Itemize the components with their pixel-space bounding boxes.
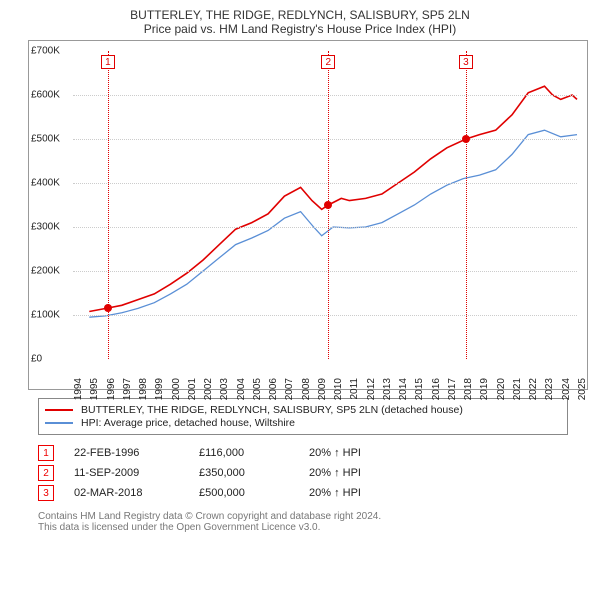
gridline-h bbox=[73, 183, 577, 184]
x-axis-label: 2001 bbox=[187, 378, 198, 400]
gridline-h bbox=[73, 271, 577, 272]
x-axis-label: 2008 bbox=[301, 378, 312, 400]
legend-box: BUTTERLEY, THE RIDGE, REDLYNCH, SALISBUR… bbox=[38, 398, 568, 435]
y-axis-label: £300K bbox=[31, 222, 60, 233]
x-axis-label: 2015 bbox=[414, 378, 425, 400]
x-axis-label: 2000 bbox=[171, 378, 182, 400]
x-axis-label: 2004 bbox=[236, 378, 247, 400]
event-delta: 20% ↑ HPI bbox=[309, 447, 361, 459]
x-axis-label: 2017 bbox=[447, 378, 458, 400]
marker-dot bbox=[324, 201, 332, 209]
x-axis-label: 2003 bbox=[219, 378, 230, 400]
y-axis-label: £0 bbox=[31, 354, 42, 365]
chart-container: BUTTERLEY, THE RIDGE, REDLYNCH, SALISBUR… bbox=[0, 0, 600, 590]
x-axis-label: 2007 bbox=[284, 378, 295, 400]
chart-title: BUTTERLEY, THE RIDGE, REDLYNCH, SALISBUR… bbox=[10, 8, 590, 22]
x-axis-label: 2021 bbox=[512, 378, 523, 400]
x-axis-label: 1995 bbox=[89, 378, 100, 400]
legend-label: BUTTERLEY, THE RIDGE, REDLYNCH, SALISBUR… bbox=[81, 404, 463, 416]
x-axis-label: 2006 bbox=[268, 378, 279, 400]
x-axis-label: 2018 bbox=[463, 378, 474, 400]
x-axis-label: 2024 bbox=[561, 378, 572, 400]
x-axis-label: 2005 bbox=[252, 378, 263, 400]
footer-line-2: This data is licensed under the Open Gov… bbox=[38, 522, 568, 533]
x-axis-label: 2010 bbox=[333, 378, 344, 400]
event-row: 2 11-SEP-2009 £350,000 20% ↑ HPI bbox=[38, 465, 568, 481]
event-row: 3 02-MAR-2018 £500,000 20% ↑ HPI bbox=[38, 485, 568, 501]
y-axis-label: £600K bbox=[31, 90, 60, 101]
marker-badge: 2 bbox=[321, 55, 335, 69]
event-date: 22-FEB-1996 bbox=[74, 447, 179, 459]
y-axis-label: £500K bbox=[31, 134, 60, 145]
footer-line-1: Contains HM Land Registry data © Crown c… bbox=[38, 511, 568, 522]
event-price: £500,000 bbox=[199, 487, 289, 499]
x-axis-label: 2002 bbox=[203, 378, 214, 400]
x-axis-label: 2016 bbox=[431, 378, 442, 400]
legend-swatch bbox=[45, 409, 73, 411]
x-axis-label: 2025 bbox=[577, 378, 588, 400]
event-delta: 20% ↑ HPI bbox=[309, 487, 361, 499]
footer-attribution: Contains HM Land Registry data © Crown c… bbox=[38, 511, 568, 533]
event-date: 11-SEP-2009 bbox=[74, 467, 179, 479]
event-badge: 3 bbox=[38, 485, 54, 501]
legend-item: BUTTERLEY, THE RIDGE, REDLYNCH, SALISBUR… bbox=[45, 404, 561, 416]
marker-line bbox=[466, 51, 467, 359]
legend-label: HPI: Average price, detached house, Wilt… bbox=[81, 417, 295, 429]
x-axis-label: 2012 bbox=[366, 378, 377, 400]
x-axis-label: 2019 bbox=[479, 378, 490, 400]
marker-line bbox=[108, 51, 109, 359]
x-axis-label: 2022 bbox=[528, 378, 539, 400]
legend-item: HPI: Average price, detached house, Wilt… bbox=[45, 417, 561, 429]
gridline-h bbox=[73, 139, 577, 140]
event-row: 1 22-FEB-1996 £116,000 20% ↑ HPI bbox=[38, 445, 568, 461]
marker-badge: 3 bbox=[459, 55, 473, 69]
y-axis-label: £400K bbox=[31, 178, 60, 189]
gridline-h bbox=[73, 95, 577, 96]
gridline-h bbox=[73, 315, 577, 316]
y-axis-label: £700K bbox=[31, 46, 60, 57]
x-axis-label: 1996 bbox=[106, 378, 117, 400]
chart-box: £0£100K£200K£300K£400K£500K£600K£700K199… bbox=[28, 40, 588, 390]
chart-subtitle: Price paid vs. HM Land Registry's House … bbox=[10, 22, 590, 36]
x-axis-label: 2020 bbox=[496, 378, 507, 400]
x-axis-label: 1994 bbox=[73, 378, 84, 400]
x-axis-label: 1999 bbox=[154, 378, 165, 400]
x-axis-label: 1998 bbox=[138, 378, 149, 400]
x-axis-label: 2009 bbox=[317, 378, 328, 400]
y-axis-label: £200K bbox=[31, 266, 60, 277]
gridline-h bbox=[73, 227, 577, 228]
events-table: 1 22-FEB-1996 £116,000 20% ↑ HPI 2 11-SEP-200… bbox=[38, 445, 568, 501]
event-price: £350,000 bbox=[199, 467, 289, 479]
legend-swatch bbox=[45, 422, 73, 424]
marker-dot bbox=[104, 304, 112, 312]
marker-dot bbox=[462, 135, 470, 143]
x-axis-label: 2023 bbox=[544, 378, 555, 400]
event-date: 02-MAR-2018 bbox=[74, 487, 179, 499]
event-delta: 20% ↑ HPI bbox=[309, 467, 361, 479]
x-axis-label: 2013 bbox=[382, 378, 393, 400]
y-axis-label: £100K bbox=[31, 310, 60, 321]
x-axis-label: 2014 bbox=[398, 378, 409, 400]
event-badge: 2 bbox=[38, 465, 54, 481]
event-price: £116,000 bbox=[199, 447, 289, 459]
x-axis-label: 1997 bbox=[122, 378, 133, 400]
event-badge: 1 bbox=[38, 445, 54, 461]
series-line bbox=[89, 86, 577, 311]
marker-badge: 1 bbox=[101, 55, 115, 69]
x-axis-label: 2011 bbox=[349, 378, 360, 400]
